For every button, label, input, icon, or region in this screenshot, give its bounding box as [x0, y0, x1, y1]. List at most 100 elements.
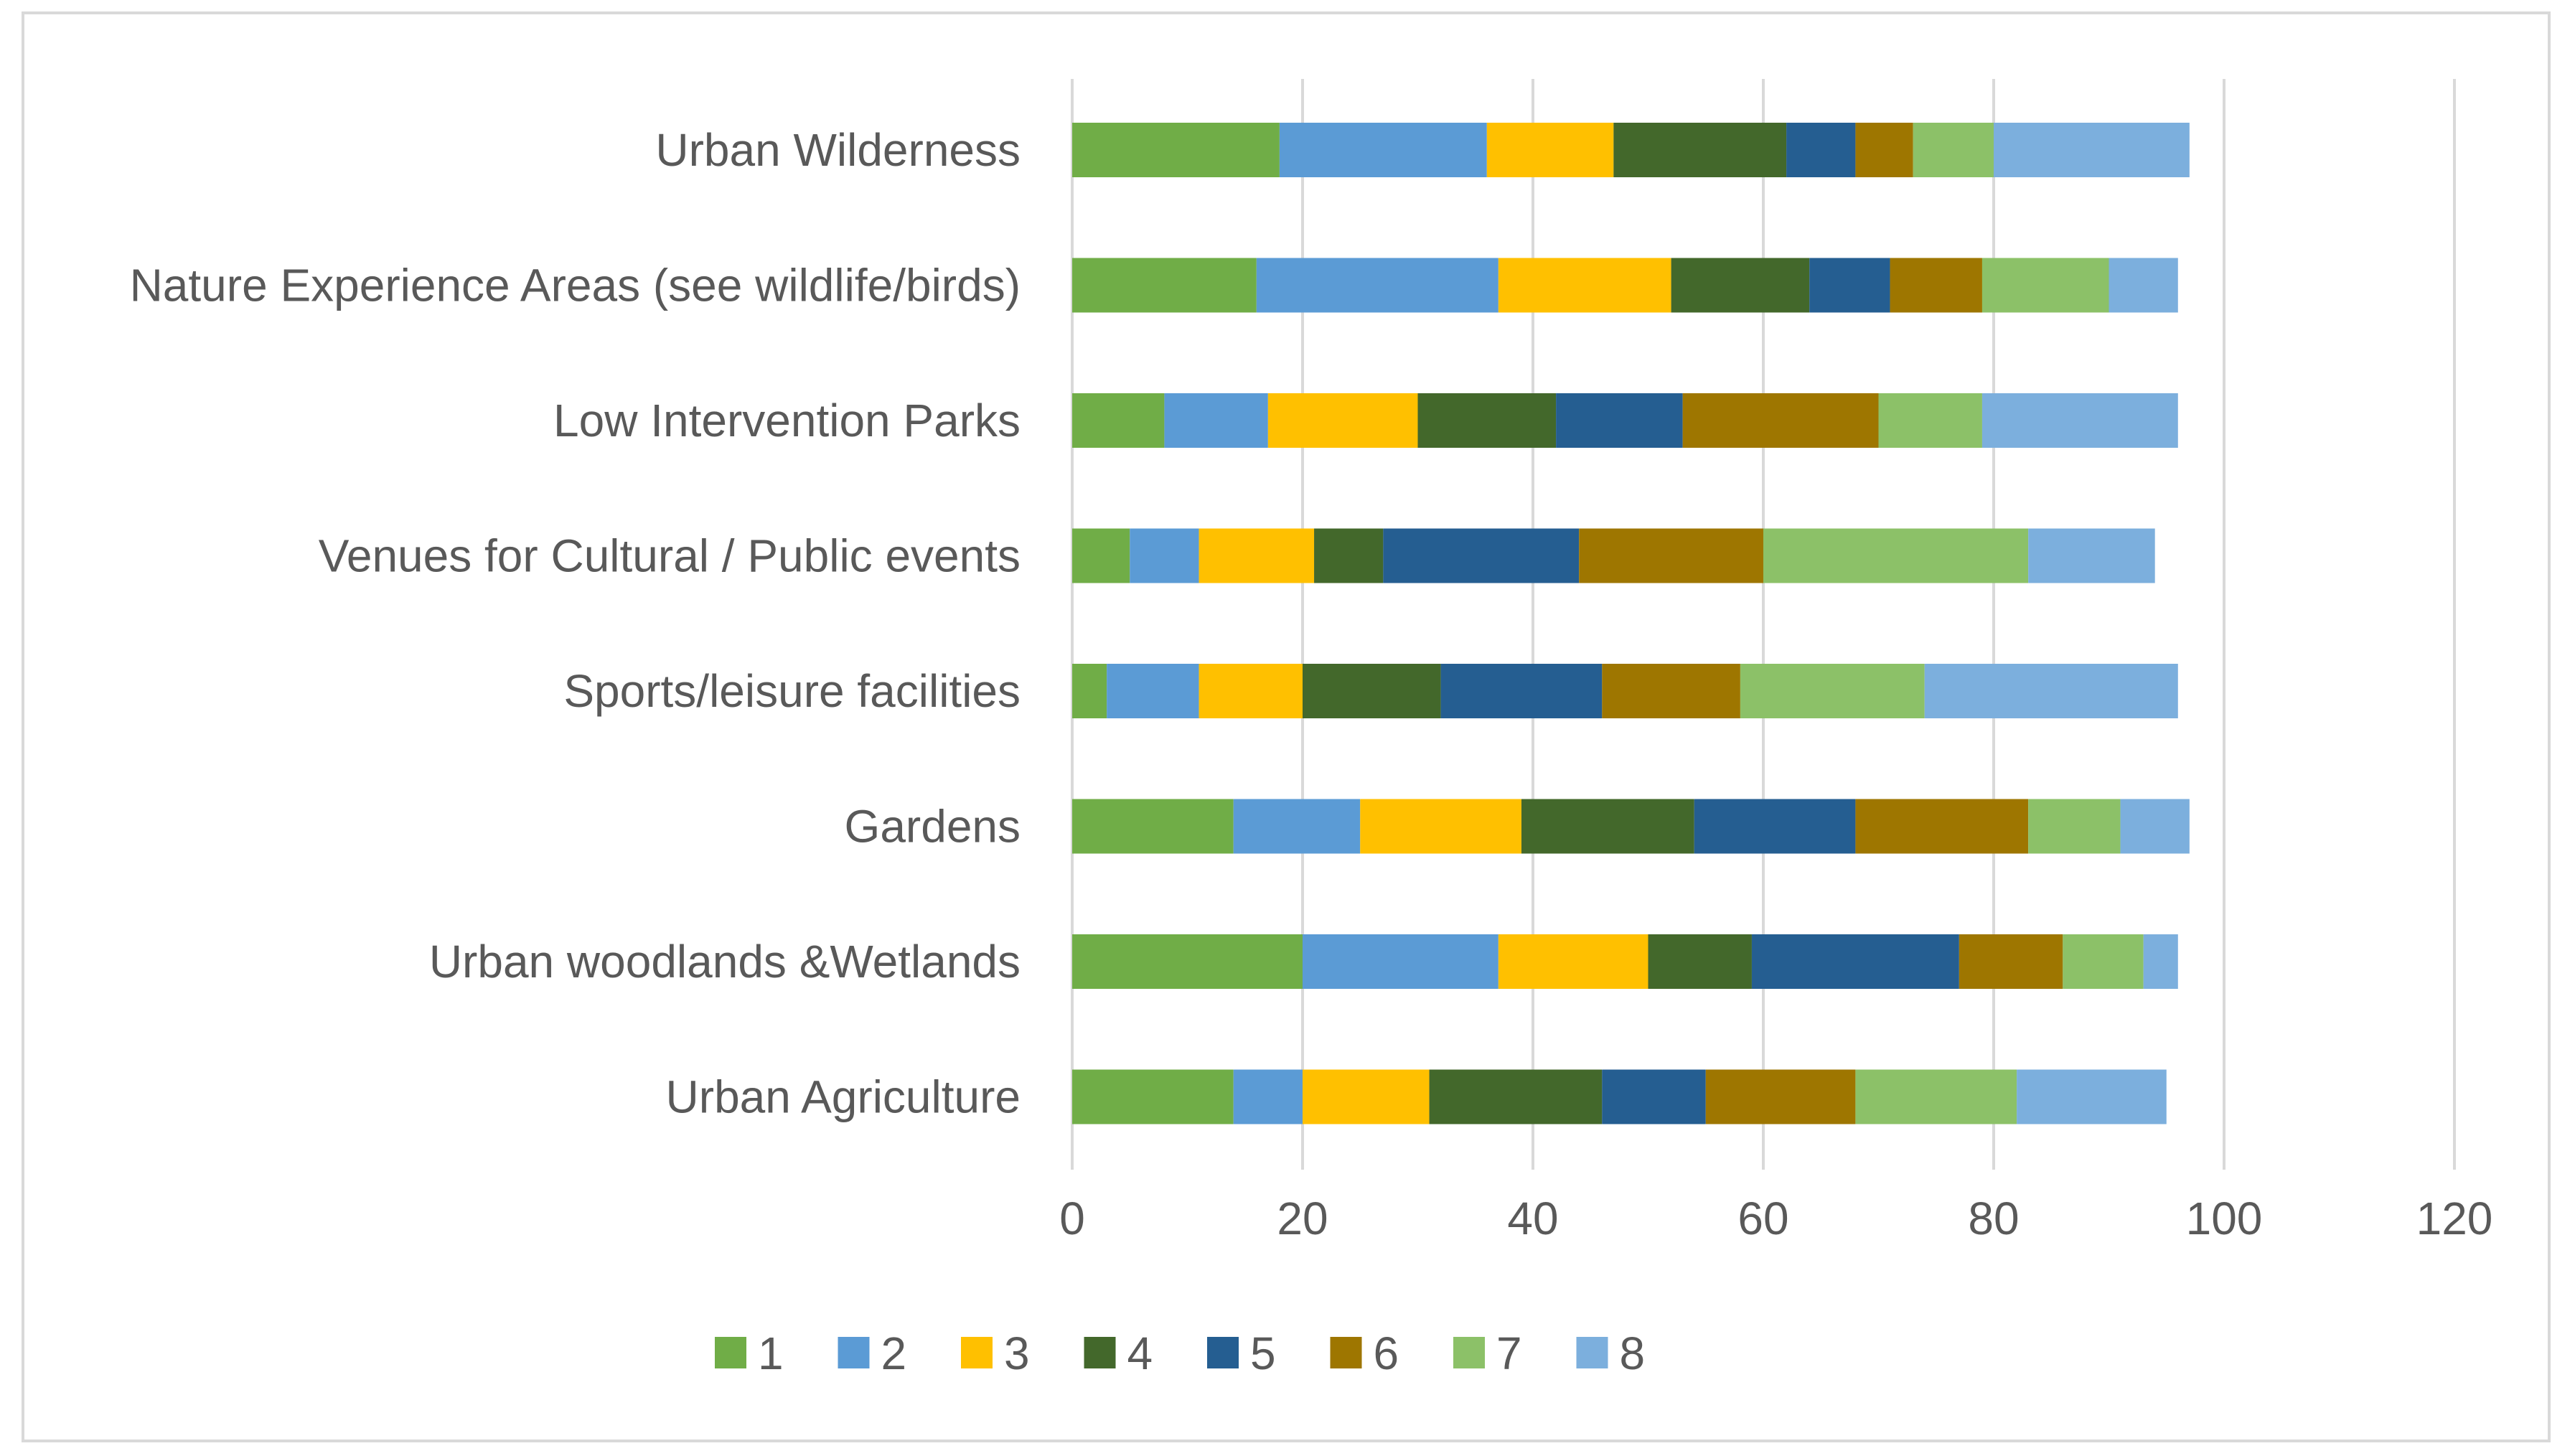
bar-segment-cat6-series-7 [2063, 934, 2144, 989]
legend-label-1: 1 [758, 1328, 784, 1379]
bar-segment-cat7-series-8 [2017, 1069, 2167, 1124]
bar-segment-cat6-series-4 [1648, 934, 1752, 989]
x-tick-label: 40 [1507, 1193, 1558, 1244]
bar-segment-cat5-series-2 [1233, 799, 1361, 854]
bar-segment-cat5-series-5 [1694, 799, 1856, 854]
bar-segment-cat6-series-1 [1072, 934, 1303, 989]
bar-segment-cat2-series-8 [1981, 393, 2178, 448]
x-tick-label: 80 [1968, 1193, 2019, 1244]
bar-segment-cat4-series-7 [1740, 664, 1925, 718]
bar-segment-cat3-series-4 [1314, 528, 1384, 583]
bar-segment-cat0-series-6 [1855, 123, 1913, 177]
category-label: Sports/leisure facilities [563, 665, 1021, 717]
bar-segment-cat1-series-4 [1671, 258, 1810, 313]
bar-segment-cat0-series-2 [1279, 123, 1487, 177]
category-label: Urban woodlands &Wetlands [429, 936, 1021, 987]
bar-segment-cat1-series-6 [1890, 258, 1982, 313]
bar-segment-cat4-series-3 [1199, 664, 1303, 718]
legend-swatch-3 [961, 1337, 993, 1368]
bars [1072, 123, 2190, 1124]
bar-segment-cat6-series-3 [1498, 934, 1648, 989]
bar-segment-cat1-series-8 [2109, 258, 2178, 313]
bar-segment-cat5-series-6 [1855, 799, 2029, 854]
legend-swatch-1 [715, 1337, 746, 1368]
bar-segment-cat1-series-3 [1498, 258, 1671, 313]
bar-segment-cat2-series-4 [1417, 393, 1557, 448]
bar-segment-cat1-series-1 [1072, 258, 1257, 313]
bar-segment-cat0-series-8 [1994, 123, 2190, 177]
bar-segment-cat3-series-1 [1072, 528, 1130, 583]
bar-segment-cat3-series-7 [1763, 528, 2029, 583]
bar-segment-cat2-series-7 [1878, 393, 1982, 448]
category-label: Urban Agriculture [666, 1071, 1021, 1123]
bar-segment-cat7-series-7 [1855, 1069, 2017, 1124]
x-axis-tick-labels: 0 20 40 60 80 100 120 [1059, 1193, 2492, 1244]
bar-segment-cat7-series-5 [1602, 1069, 1706, 1124]
category-label: Urban Wilderness [655, 124, 1021, 176]
bar-segment-cat2-series-5 [1556, 393, 1683, 448]
bar-segment-cat2-series-3 [1267, 393, 1418, 448]
bar-segment-cat4-series-2 [1107, 664, 1199, 718]
x-tick-label: 20 [1277, 1193, 1328, 1244]
bar-segment-cat7-series-2 [1233, 1069, 1303, 1124]
bar-segment-cat3-series-6 [1579, 528, 1763, 583]
bar-segment-cat3-series-8 [2028, 528, 2155, 583]
bar-segment-cat7-series-3 [1303, 1069, 1430, 1124]
legend-label-2: 2 [881, 1328, 907, 1379]
x-tick-label: 0 [1059, 1193, 1085, 1244]
bar-segment-cat4-series-4 [1303, 664, 1441, 718]
bar-segment-cat4-series-8 [1924, 664, 2178, 718]
bar-segment-cat7-series-1 [1072, 1069, 1234, 1124]
legend-swatch-4 [1084, 1337, 1116, 1368]
bar-segment-cat3-series-5 [1383, 528, 1580, 583]
bar-segment-cat6-series-8 [2143, 934, 2178, 989]
bar-segment-cat7-series-6 [1705, 1069, 1856, 1124]
category-labels: Urban Wilderness Nature Experience Areas … [130, 124, 1021, 1123]
bar-segment-cat5-series-3 [1360, 799, 1521, 854]
bar-segment-cat6-series-6 [1959, 934, 2063, 989]
bar-segment-cat3-series-3 [1199, 528, 1315, 583]
bar-segment-cat1-series-7 [1981, 258, 2109, 313]
bar-segment-cat5-series-4 [1521, 799, 1694, 854]
legend-swatch-6 [1330, 1337, 1362, 1368]
bar-segment-cat0-series-7 [1913, 123, 1994, 177]
stacked-bar-chart: Urban Wilderness Nature Experience Areas … [130, 79, 2492, 1379]
legend-label-4: 4 [1127, 1328, 1153, 1379]
bar-segment-cat0-series-1 [1072, 123, 1280, 177]
bar-segment-cat5-series-1 [1072, 799, 1234, 854]
bar-segment-cat7-series-4 [1429, 1069, 1603, 1124]
legend: 1 2 3 4 5 6 7 8 [715, 1328, 1645, 1379]
bar-segment-cat6-series-5 [1751, 934, 1959, 989]
x-tick-label: 120 [2416, 1193, 2493, 1244]
category-label: Gardens [845, 801, 1021, 853]
category-label: Nature Experience Areas (see wildlife/bi… [130, 260, 1021, 311]
bar-segment-cat3-series-2 [1130, 528, 1199, 583]
bar-segment-cat6-series-2 [1303, 934, 1498, 989]
legend-label-6: 6 [1374, 1328, 1399, 1379]
bar-segment-cat2-series-1 [1072, 393, 1165, 448]
bar-segment-cat5-series-7 [2028, 799, 2121, 854]
bar-segment-cat4-series-1 [1072, 664, 1107, 718]
legend-swatch-5 [1207, 1337, 1239, 1368]
x-tick-label: 60 [1737, 1193, 1788, 1244]
bar-segment-cat2-series-2 [1164, 393, 1268, 448]
bar-segment-cat1-series-2 [1256, 258, 1498, 313]
legend-label-8: 8 [1620, 1328, 1646, 1379]
chart-frame: Urban Wilderness Nature Experience Areas … [22, 11, 2551, 1442]
category-label: Low Intervention Parks [553, 395, 1021, 446]
legend-label-5: 5 [1250, 1328, 1276, 1379]
legend-label-7: 7 [1496, 1328, 1522, 1379]
gridlines [1071, 79, 2456, 1170]
bar-segment-cat2-series-6 [1682, 393, 1879, 448]
category-label: Venues for Cultural / Public events [319, 530, 1021, 582]
legend-swatch-2 [838, 1337, 870, 1368]
bar-segment-cat0-series-4 [1613, 123, 1787, 177]
bar-segment-cat1-series-5 [1809, 258, 1890, 313]
legend-swatch-8 [1576, 1337, 1608, 1368]
bar-segment-cat5-series-8 [2120, 799, 2190, 854]
bar-segment-cat4-series-5 [1440, 664, 1603, 718]
bar-segment-cat4-series-6 [1602, 664, 1740, 718]
bar-segment-cat0-series-3 [1486, 123, 1614, 177]
x-tick-label: 100 [2186, 1193, 2263, 1244]
bar-segment-cat0-series-5 [1786, 123, 1856, 177]
